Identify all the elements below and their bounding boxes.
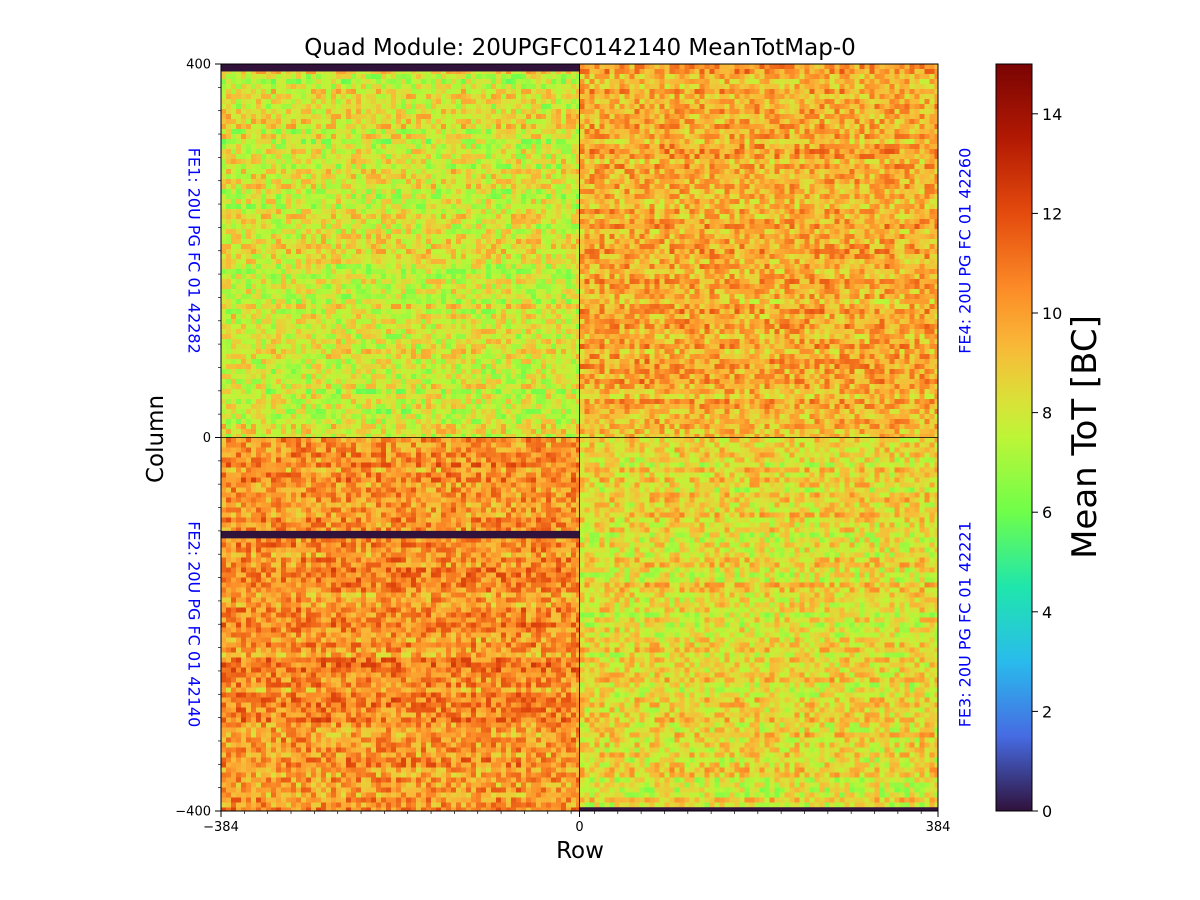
colorbar-label: Mean ToT [BC]	[1065, 315, 1105, 559]
chip-4-tile	[579, 64, 938, 438]
chip-2-tile	[221, 437, 580, 811]
colorbar-tick-label: 4	[1042, 603, 1052, 622]
axes: −384 0 384 400 0 −400	[175, 58, 950, 836]
colorbar: 0 2 4 6 8 10 12 14	[995, 63, 1062, 821]
colorbar-tick-label: 6	[1042, 503, 1052, 522]
chip-1-dead-band	[221, 64, 580, 72]
heatmap-plot-area	[221, 64, 938, 811]
chip-3-tile	[579, 437, 938, 811]
x-tick-label: 384	[926, 820, 951, 835]
x-tick-label: 0	[575, 820, 583, 835]
colorbar-tick-label: 10	[1042, 304, 1062, 323]
chart-title: Quad Module: 20UPGFC0142140 MeanTotMap-0	[304, 35, 856, 61]
colorbar-tick-label: 0	[1042, 802, 1052, 821]
colorbar-gradient	[995, 63, 1033, 812]
chip-2-dead-band	[221, 530, 580, 539]
x-tick-label: −384	[203, 820, 239, 835]
colorbar-tick-label: 2	[1042, 702, 1052, 721]
chip-label-fe2: FE2: 20U PG FC 01 42140	[185, 521, 204, 727]
chip-labels: FE1: 20U PG FC 01 42282 FE2: 20U PG FC 01…	[185, 148, 975, 728]
colorbar-tick-label: 12	[1042, 204, 1062, 223]
y-tick-label: −400	[175, 805, 211, 820]
x-axis-label: Row	[556, 838, 604, 864]
colorbar-tick-label: 14	[1042, 105, 1062, 124]
chip-label-fe3: FE3: 20U PG FC 01 42221	[956, 521, 975, 727]
chip-3-dead-band	[579, 807, 938, 811]
chip-label-fe1: FE1: 20U PG FC 01 42282	[185, 148, 204, 354]
y-axis-label: Column	[143, 395, 169, 483]
chip-label-fe4: FE4: 20U PG FC 01 42260	[956, 148, 975, 354]
y-tick-label: 0	[203, 431, 211, 446]
y-tick-label: 400	[186, 58, 211, 73]
colorbar-tick-label: 8	[1042, 404, 1052, 423]
chip-1-tile	[221, 64, 580, 438]
